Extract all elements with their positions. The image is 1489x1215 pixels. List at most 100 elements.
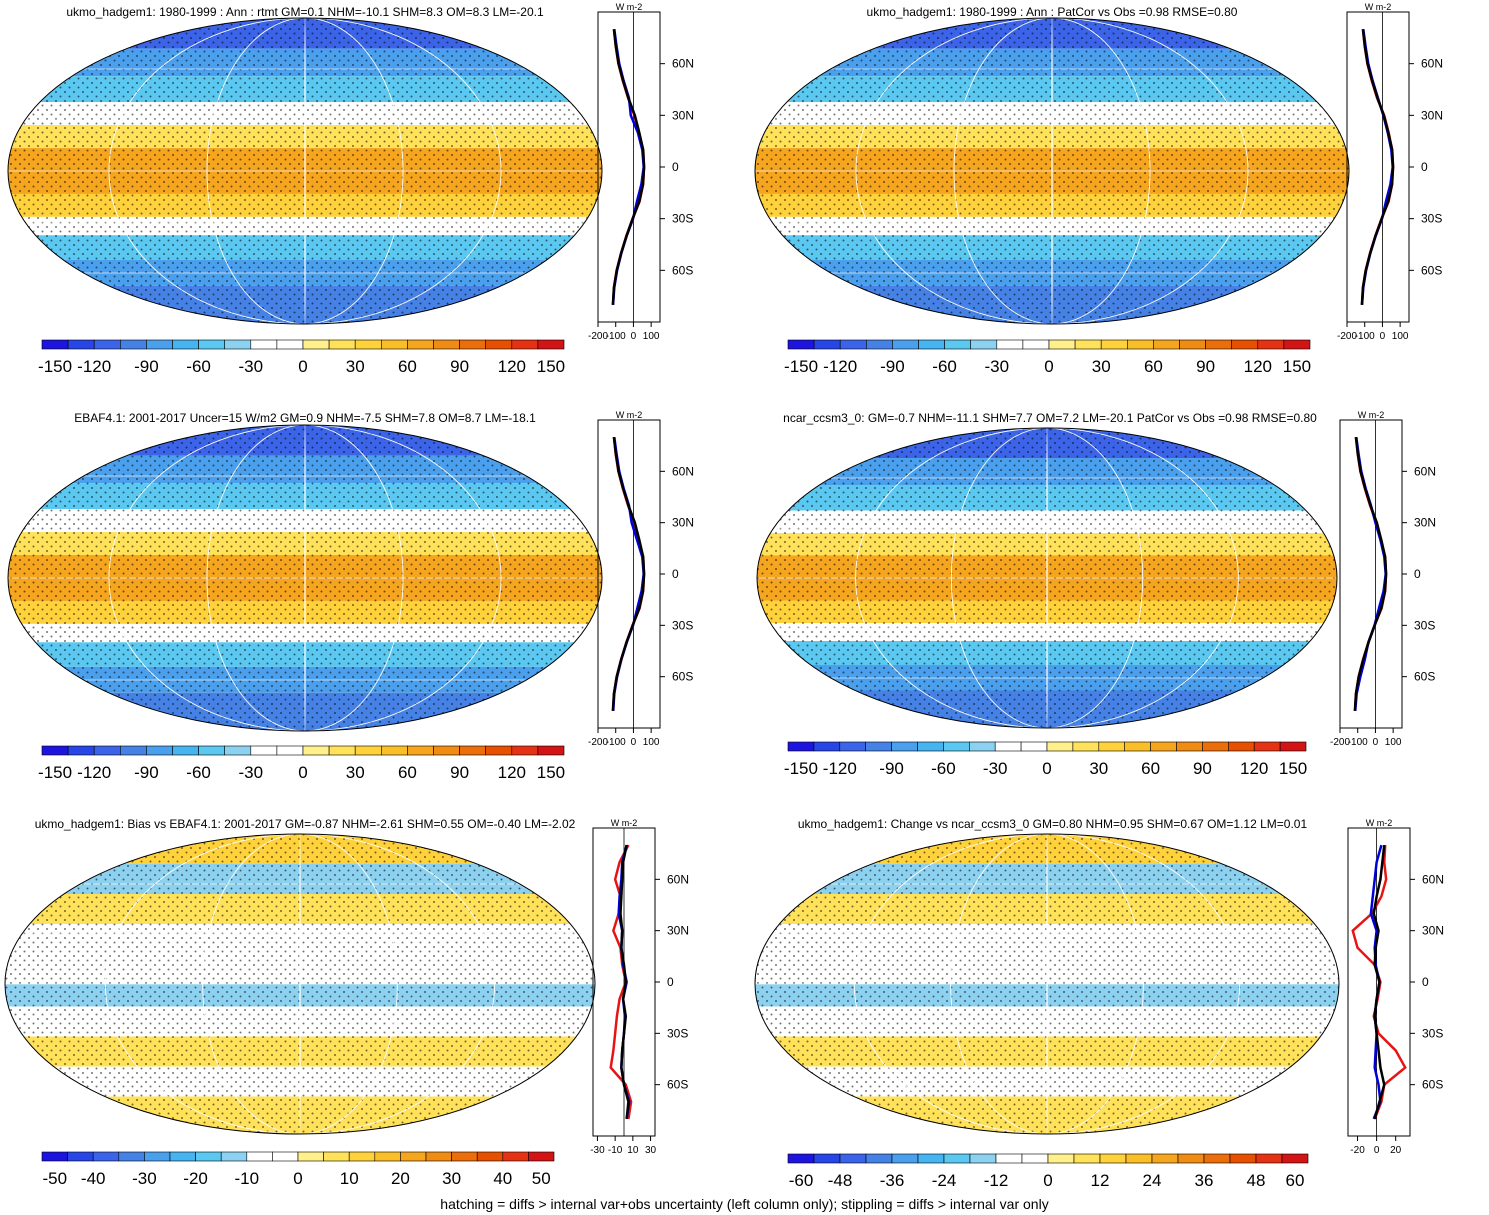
colorbar-swatch — [528, 1151, 555, 1162]
colorbar-swatch — [1231, 339, 1259, 350]
colorbar-swatch — [1179, 339, 1206, 350]
colorbar-swatch — [1283, 339, 1311, 350]
colorbar-label: 60 — [398, 763, 417, 782]
colorbar-swatch — [917, 741, 944, 752]
colorbar-swatch — [917, 1153, 945, 1164]
colorbar-label: -120 — [77, 763, 111, 782]
colorbar-label: -150 — [784, 357, 818, 376]
colorbar-swatch — [1281, 1153, 1309, 1164]
colorbar-swatch — [354, 745, 382, 756]
colorbar-swatch — [537, 339, 565, 350]
colorbar-label: -90 — [134, 357, 159, 376]
graticule-lon — [206, 18, 404, 324]
y-tick-label: 60S — [672, 263, 693, 277]
y-tick-label: 0 — [667, 975, 674, 989]
zonal-mean-4: 60N 30N 0 30S 60S -30 -10 10 30 W m-2 — [590, 818, 689, 1156]
colorbar-swatch — [224, 745, 252, 756]
unit-label: W m-2 — [1365, 2, 1392, 12]
colorbar-swatch — [1177, 1153, 1205, 1164]
zonal-series-line — [1372, 844, 1386, 1120]
colorbar-label: -30 — [132, 1169, 157, 1188]
map-2 — [8, 425, 602, 731]
graticule-lon — [299, 834, 301, 1134]
colorbar-swatch — [813, 741, 841, 752]
colorbar-swatch — [425, 1151, 452, 1162]
map-outline — [7, 17, 603, 325]
colorbar-swatch — [198, 745, 226, 756]
graticule-lon — [304, 425, 306, 731]
colorbar-label: -150 — [38, 357, 72, 376]
colorbar-swatch — [93, 745, 121, 756]
colorbar-label: -90 — [880, 357, 905, 376]
x-tick-label: -100 — [1348, 737, 1368, 748]
y-tick-label: 30S — [1414, 618, 1435, 632]
colorbar-label: -90 — [134, 763, 159, 782]
colorbar-swatch — [276, 339, 304, 350]
colorbar-label: 90 — [1193, 759, 1212, 778]
colorbar-label: 90 — [1196, 357, 1215, 376]
zonal-mean-3: 60N 30N 0 30S 60S -200-100 0 100 W m-2 — [1330, 410, 1436, 748]
colorbar-swatch — [1279, 741, 1307, 752]
map-1 — [755, 18, 1349, 324]
colorbar-label: -90 — [879, 759, 904, 778]
colorbar-label: 60 — [1144, 357, 1163, 376]
colorbar-swatch — [246, 1151, 273, 1162]
zonal-mean-0: 60N 30N 0 30S 60S -200-100 0 100 W m-2 — [588, 2, 694, 342]
colorbar-swatch — [407, 339, 434, 350]
colorbar-swatch — [970, 339, 998, 350]
colorbar-swatch — [272, 1151, 299, 1162]
y-tick-label: 30N — [672, 516, 694, 530]
colorbar-label: 40 — [493, 1169, 512, 1188]
colorbar-swatch — [1150, 741, 1177, 752]
y-tick-label: 60S — [672, 670, 693, 684]
graticule-lon — [855, 428, 1239, 728]
map-outline — [754, 17, 1350, 325]
colorbar-label: -150 — [38, 763, 72, 782]
y-tick-label: 30N — [1422, 924, 1444, 938]
y-tick-label: 30S — [1421, 212, 1442, 226]
colorbar-label: -36 — [880, 1171, 905, 1190]
y-tick-label: 0 — [1414, 567, 1421, 581]
colorbar-swatch — [459, 339, 487, 350]
colorbar-swatch — [120, 745, 147, 756]
colorbar-label: -30 — [983, 759, 1008, 778]
graticule-lon — [950, 428, 1144, 728]
colorbar-swatch — [1072, 741, 1100, 752]
colorbar-swatch — [118, 1151, 145, 1162]
colorbar-swatch — [1228, 741, 1255, 752]
x-tick-label: 30 — [645, 1145, 657, 1156]
colorbar-swatch — [1257, 339, 1285, 350]
y-tick-label: 60N — [672, 464, 694, 478]
colorbar-label: -60 — [931, 759, 956, 778]
colorbar-swatch — [1099, 1153, 1127, 1164]
colorbar-label: 20 — [391, 1169, 410, 1188]
colorbar-swatch — [224, 339, 252, 350]
x-tick-label: 0 — [631, 331, 637, 342]
colorbar-swatch — [892, 339, 919, 350]
zonal-series-line — [1360, 29, 1395, 305]
colorbar-label: 150 — [1279, 759, 1307, 778]
colorbar-swatch — [328, 745, 356, 756]
y-tick-label: 30S — [667, 1026, 688, 1040]
colorbar-1: -150 -120 -90 -60 -30 0 30 60 90 120 150 — [784, 339, 1311, 376]
colorbar-swatch — [459, 745, 487, 756]
colorbar-swatch — [1203, 1153, 1231, 1164]
colorbar-swatch — [476, 1151, 504, 1162]
colorbar-label: -120 — [823, 759, 857, 778]
colorbar-swatch — [172, 745, 199, 756]
colorbar-label: -120 — [823, 357, 857, 376]
colorbar-swatch — [1074, 339, 1102, 350]
y-tick-label: 0 — [1421, 160, 1428, 174]
panel-title: ukmo_hadgem1: Change vs ncar_ccsm3_0 GM=… — [797, 817, 1308, 831]
y-tick-label: 30S — [672, 212, 693, 226]
zonal-frame — [597, 419, 661, 729]
colorbar-swatch — [1124, 741, 1151, 752]
colorbar-swatch — [1176, 741, 1203, 752]
colorbar-swatch — [328, 339, 356, 350]
colorbar-swatch — [1255, 1153, 1283, 1164]
y-tick-label: 60S — [1422, 1078, 1443, 1092]
colorbar-swatch — [1100, 339, 1128, 350]
colorbar-swatch — [433, 339, 460, 350]
colorbar-swatch — [1046, 741, 1074, 752]
